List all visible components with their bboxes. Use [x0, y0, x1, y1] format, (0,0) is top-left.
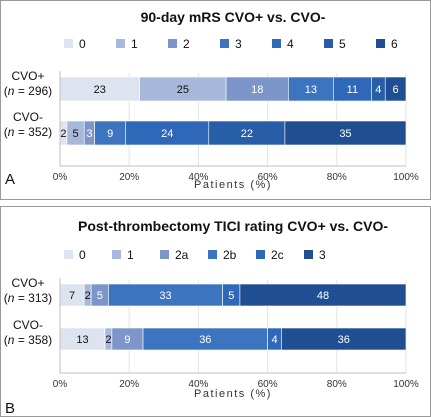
panel-a-bar-segment: [288, 76, 334, 102]
panel-a-data-label: 23: [94, 84, 106, 96]
panel-b-panel-letter: B: [5, 400, 15, 417]
panel-b-legend-label: 2b: [223, 248, 237, 262]
panel-b-tick-label: 100%: [393, 379, 419, 390]
panel-b-legend-label: 2a: [175, 248, 189, 262]
panel-a-data-label: 2: [60, 128, 66, 140]
panel-a-bar-segment: [333, 76, 372, 102]
panel-a-data-label: 11: [347, 84, 358, 96]
panel-b-data-label: 9: [124, 334, 130, 346]
panel-a-data-label: 24: [161, 128, 173, 140]
panel-b-tick-label: 0%: [53, 379, 68, 390]
panel-a-panel-letter: A: [5, 171, 15, 188]
panel-b-bar-segment: [281, 327, 407, 351]
panel-a-bar-segment: [208, 120, 286, 146]
panel-a-legend-swatch: [116, 39, 125, 48]
panel-b-x-axis-label: Patients (%): [194, 388, 272, 400]
panel-a-legend-swatch: [220, 39, 229, 48]
panel-a-data-label: 6: [393, 84, 399, 96]
panel-b-title: Post-thrombectomy TICI rating CVO+ vs. C…: [78, 218, 388, 234]
panel-a-legend-swatch: [64, 39, 73, 48]
panel-b-bar-segment: [239, 283, 407, 307]
panel-a-bar-segment: [284, 120, 407, 146]
panel-a-row-group-label: CVO-: [13, 110, 43, 124]
panel-b-legend-swatch: [208, 250, 217, 259]
panel-b-legend-swatch: [112, 250, 121, 259]
panel-a-bar-segment: [384, 76, 407, 102]
panel-b-data-label: 36: [338, 334, 350, 346]
panel-a-data-label: 4: [375, 84, 381, 96]
panel-b-data-label: 33: [159, 290, 171, 302]
panel-a-data-label: 9: [107, 128, 113, 140]
panel-a-legend-label: 1: [131, 37, 138, 51]
panel-b-legend-label: 2c: [271, 248, 284, 262]
panel-a-legend-swatch: [272, 39, 281, 48]
panel-b-legend-label: 1: [127, 248, 134, 262]
panel-b-data-label: 2: [105, 334, 111, 346]
panel-b-data-label: 5: [97, 290, 103, 302]
panel-a-bar-segment: [125, 120, 210, 146]
panel-a-data-label: 25: [177, 84, 189, 96]
panel-a-row-group-label: CVO+: [11, 69, 44, 83]
panel-a-legend-label: 3: [235, 37, 242, 51]
panel-b-tick-label: 40%: [188, 379, 208, 390]
panel-a-data-label: 18: [251, 84, 263, 96]
panel-a-legend-swatch: [324, 39, 333, 48]
panel-b-legend-swatch: [64, 250, 73, 259]
panel-a-legend-label: 6: [391, 37, 398, 51]
panel-a-tick-label: 100%: [393, 172, 419, 183]
panel-b-row-n-label: (n = 313): [4, 291, 52, 305]
panel-a-row-n-label: (n = 296): [4, 84, 52, 98]
panel-a-legend-label: 5: [339, 37, 346, 51]
panel-b-row-n-label: (n = 358): [4, 333, 52, 347]
panel-b-data-label: 7: [69, 290, 75, 302]
panel-a-data-label: 13: [305, 84, 317, 96]
panel-a-row-n-label: (n = 352): [4, 125, 52, 139]
panel-b-legend-label: 0: [79, 248, 86, 262]
panel-a-legend-label: 0: [79, 37, 86, 51]
panel-b-tick-label: 20%: [119, 379, 139, 390]
panel-a-legend-label: 2: [183, 37, 190, 51]
panel-b-data-label: 4: [271, 334, 277, 346]
panel-b-legend-swatch: [304, 250, 313, 259]
panel-b-legend-swatch: [160, 250, 169, 259]
panel-b-row-group-label: CVO+: [11, 276, 44, 290]
panel-b-data-label: 13: [76, 334, 88, 346]
panel-a-data-label: 3: [86, 128, 92, 140]
panel-a-tick-label: 80%: [327, 172, 347, 183]
panel-b-tick-label: 60%: [258, 379, 278, 390]
panel-b-data-label: 2: [85, 290, 91, 302]
panel-a-bar-segment: [225, 76, 289, 102]
panel-a-data-label: 35: [339, 128, 351, 140]
panel-a-tick-label: 40%: [188, 172, 208, 183]
panel-a-bar-segment: [139, 76, 227, 102]
panel-a-x-axis-label: Patients (%): [194, 179, 272, 191]
panel-a-legend-label: 4: [287, 37, 294, 51]
panel-a-data-label: 22: [241, 128, 253, 140]
panel-b-legend-label: 3: [319, 248, 326, 262]
panel-b-tick-label: 80%: [327, 379, 347, 390]
panel-a-tick-label: 0%: [53, 172, 68, 183]
panel-a-legend-swatch: [168, 39, 177, 48]
panel-b-frame: [0, 206, 431, 417]
panel-a-legend-swatch: [376, 39, 385, 48]
panel-b-data-label: 36: [199, 334, 211, 346]
panel-b-data-label: 48: [317, 290, 329, 302]
panel-b-row-group-label: CVO-: [13, 318, 43, 332]
panel-a-tick-label: 20%: [119, 172, 139, 183]
panel-b-legend-swatch: [256, 250, 265, 259]
panel-b-data-label: 5: [228, 290, 234, 302]
panel-a-title: 90-day mRS CVO+ vs. CVO-: [141, 9, 326, 25]
panel-a-data-label: 5: [73, 128, 79, 140]
panel-a-tick-label: 60%: [258, 172, 278, 183]
